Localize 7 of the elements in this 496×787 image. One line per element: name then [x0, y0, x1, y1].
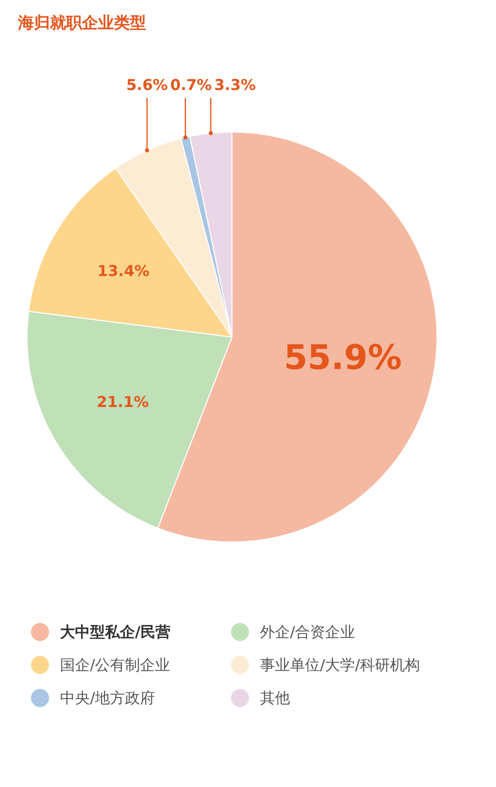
legend-label: 其他: [260, 689, 290, 707]
legend-label: 外企/合资企业: [260, 623, 356, 641]
legend-label: 国企/公有制企业: [60, 656, 170, 674]
legend-label: 中央/地方政府: [60, 689, 156, 707]
legend-label: 大中型私企/民营: [60, 623, 170, 641]
legend-label: 事业单位/大学/科研机构: [260, 656, 420, 674]
title: 海归就职企业类型: [18, 13, 146, 32]
